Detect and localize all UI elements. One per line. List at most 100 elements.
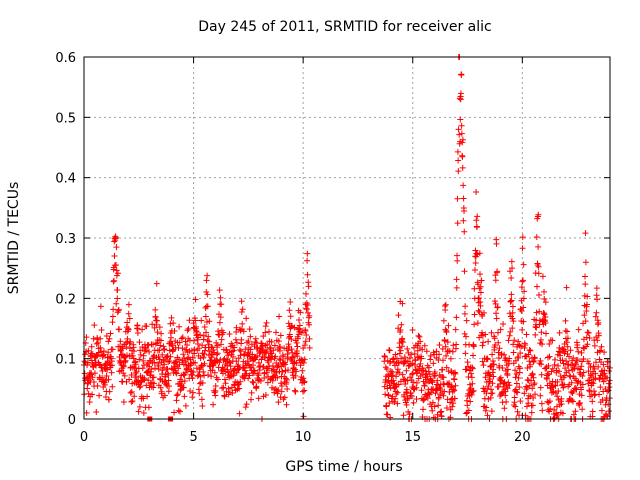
data-point	[548, 368, 555, 375]
data-point	[413, 395, 420, 402]
data-point	[538, 329, 545, 336]
data-point	[175, 365, 182, 372]
data-point	[535, 243, 542, 250]
data-point	[386, 400, 393, 407]
data-point	[484, 412, 491, 419]
data-point	[560, 384, 567, 391]
data-point	[441, 388, 448, 395]
data-point	[278, 388, 285, 395]
data-point	[150, 380, 157, 387]
data-point	[440, 317, 447, 324]
data-point	[154, 329, 161, 336]
data-point	[510, 349, 517, 356]
data-point	[395, 359, 402, 366]
data-point	[294, 335, 301, 342]
data-point	[512, 374, 519, 381]
data-point	[597, 384, 604, 391]
data-point	[539, 407, 546, 414]
data-point	[582, 259, 589, 266]
data-point	[507, 328, 514, 335]
data-point	[488, 329, 495, 336]
data-point	[284, 386, 291, 393]
data-point	[262, 329, 269, 336]
data-point	[468, 391, 475, 398]
data-point	[535, 263, 542, 270]
data-point	[492, 277, 499, 284]
data-point	[218, 301, 225, 308]
data-point	[232, 336, 239, 343]
data-point	[406, 362, 413, 369]
data-point	[239, 364, 246, 371]
data-point	[546, 340, 553, 347]
data-point	[423, 348, 430, 355]
data-point	[210, 360, 217, 367]
data-point	[460, 217, 467, 224]
data-point	[413, 384, 420, 391]
data-point	[421, 342, 428, 349]
data-point	[294, 343, 301, 350]
data-point	[194, 331, 201, 338]
data-point	[233, 324, 240, 331]
data-point	[430, 360, 437, 367]
data-point	[268, 356, 275, 363]
data-point	[294, 353, 301, 360]
data-point	[211, 369, 218, 376]
data-point	[129, 397, 136, 404]
data-point	[451, 376, 458, 383]
data-point	[463, 333, 470, 340]
data-point	[299, 367, 306, 374]
data-point	[259, 343, 266, 350]
data-point	[594, 296, 601, 303]
data-point	[574, 342, 581, 349]
data-point	[111, 277, 118, 284]
data-point	[196, 345, 203, 352]
data-point	[196, 390, 203, 397]
data-point	[416, 333, 423, 340]
data-point	[184, 327, 191, 334]
data-point	[392, 395, 399, 402]
data-point	[435, 402, 442, 409]
data-point	[420, 397, 427, 404]
data-point	[461, 310, 468, 317]
data-point	[108, 355, 115, 362]
data-point	[596, 391, 603, 398]
data-point	[191, 337, 198, 344]
data-point	[251, 370, 258, 377]
data-point	[190, 369, 197, 376]
data-point	[504, 372, 511, 379]
data-point	[136, 384, 143, 391]
data-point	[276, 356, 283, 363]
data-point	[437, 386, 444, 393]
data-point	[580, 356, 587, 363]
data-point	[509, 309, 516, 316]
data-point	[221, 376, 228, 383]
data-point	[226, 331, 233, 338]
data-point	[204, 337, 211, 344]
data-point	[486, 372, 493, 379]
data-point	[584, 329, 591, 336]
data-point	[247, 346, 254, 353]
y-tick-label: 0.4	[55, 172, 76, 187]
data-point	[126, 315, 133, 322]
data-point	[454, 257, 461, 264]
data-point	[586, 335, 593, 342]
data-point	[152, 365, 159, 372]
data-point	[303, 332, 310, 339]
data-point	[122, 357, 129, 364]
data-point	[130, 348, 137, 355]
data-point	[582, 273, 589, 280]
data-point	[305, 283, 312, 290]
data-point	[303, 306, 310, 313]
data-point	[466, 367, 473, 374]
data-point	[390, 358, 397, 365]
data-point	[213, 351, 220, 358]
data-point	[99, 374, 106, 381]
data-point	[527, 361, 534, 368]
data-point	[489, 380, 496, 387]
data-point	[580, 344, 587, 351]
data-point	[399, 300, 406, 307]
data-point	[265, 359, 272, 366]
data-point	[516, 384, 523, 391]
data-point	[462, 350, 469, 357]
data-point	[565, 367, 572, 374]
